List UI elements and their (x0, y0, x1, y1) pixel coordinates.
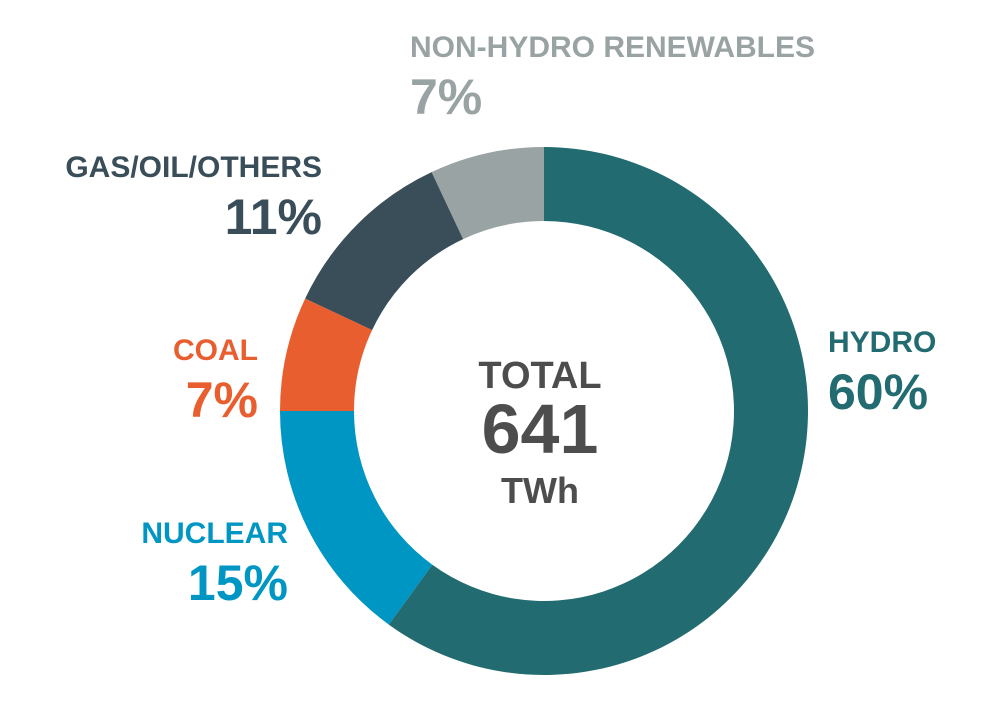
slice-label: GAS/OIL/OTHERS (65, 151, 322, 184)
slice-label: NON-HYDRO RENEWABLES (410, 31, 815, 64)
value-label: 11% (225, 189, 322, 245)
value-label: 60% (828, 364, 928, 420)
center-title: TOTAL (478, 355, 601, 397)
value-label: 7% (410, 69, 482, 125)
value-label: 15% (188, 555, 288, 611)
center-unit: TWh (501, 470, 579, 511)
slice (388, 147, 808, 675)
center-total: 641 (482, 390, 599, 468)
slice-label: HYDRO (828, 326, 936, 359)
slice (305, 172, 464, 331)
slice (280, 411, 433, 625)
slice (431, 147, 544, 240)
slice (280, 298, 373, 411)
slice-label: NUCLEAR (141, 517, 288, 550)
value-label: 7% (186, 372, 258, 428)
slice-label: COAL (173, 334, 258, 367)
